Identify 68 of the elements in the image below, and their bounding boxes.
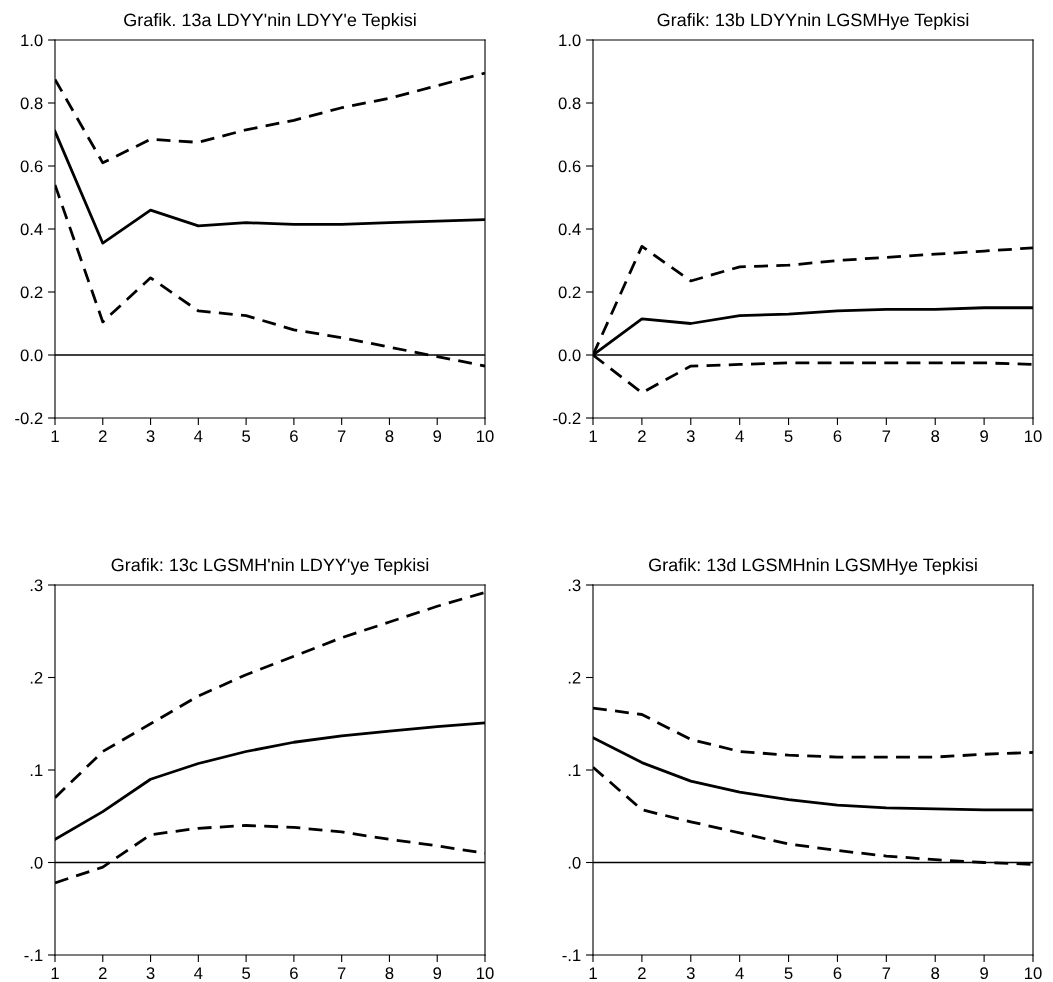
x-tick-label: 1 bbox=[589, 430, 597, 442]
y-tick-label: 0.2 bbox=[558, 286, 581, 299]
x-tick-label: 4 bbox=[735, 967, 744, 979]
x-tick-label: 7 bbox=[882, 967, 891, 979]
y-tick-label: .1 bbox=[568, 764, 581, 777]
y-tick-label: 0.4 bbox=[558, 223, 581, 236]
chart-title: Grafik: 13c LGSMH'nin LDYY'ye Tepkisi bbox=[111, 558, 429, 575]
y-tick-label: -0.2 bbox=[553, 412, 581, 425]
chart-title: Grafik. 13a LDYY'nin LDYY'e Tepkisi bbox=[124, 13, 416, 30]
x-tick-label: 8 bbox=[385, 967, 394, 980]
x-tick-label: 6 bbox=[290, 967, 298, 980]
y-tick-label: -0.2 bbox=[15, 412, 43, 425]
y-tick-label: 0.2 bbox=[20, 286, 43, 299]
y-tick-label: .2 bbox=[568, 671, 581, 684]
y-tick-label: .3 bbox=[568, 579, 581, 592]
y-tick-label: .1 bbox=[30, 764, 43, 777]
chart-title: Grafik: 13d LGSMHnin LGSMHye Tepkisi bbox=[649, 558, 977, 575]
y-tick-label: 0.8 bbox=[558, 97, 581, 110]
x-tick-label: 6 bbox=[290, 430, 298, 443]
x-tick-label: 2 bbox=[638, 967, 646, 979]
x-tick-label: 10 bbox=[1025, 430, 1042, 443]
x-tick-label: 2 bbox=[98, 967, 107, 979]
y-tick-label: 0.4 bbox=[20, 223, 43, 236]
y-tick-label: 0.0 bbox=[20, 349, 43, 362]
x-tick-label: 2 bbox=[638, 430, 646, 442]
y-tick-label: 0.6 bbox=[20, 160, 43, 173]
x-tick-label: 4 bbox=[735, 430, 744, 442]
x-tick-label: 9 bbox=[980, 430, 988, 443]
x-tick-label: 1 bbox=[51, 967, 59, 979]
y-tick-label: -.1 bbox=[24, 949, 43, 962]
x-tick-label: 7 bbox=[882, 430, 891, 442]
y-tick-label: .0 bbox=[30, 856, 43, 869]
x-tick-label: 10 bbox=[477, 967, 494, 980]
x-tick-label: 4 bbox=[194, 967, 203, 979]
x-tick-label: 3 bbox=[686, 430, 695, 443]
y-tick-label: 1.0 bbox=[21, 34, 43, 47]
x-tick-label: 9 bbox=[433, 430, 442, 443]
x-tick-label: 6 bbox=[833, 967, 842, 980]
y-tick-label: 0.6 bbox=[558, 160, 581, 173]
x-tick-label: 9 bbox=[433, 967, 442, 980]
x-tick-label: 10 bbox=[477, 430, 494, 443]
y-tick-label: 1.0 bbox=[559, 34, 581, 47]
x-tick-label: 5 bbox=[784, 430, 793, 443]
x-tick-label: 9 bbox=[980, 967, 988, 980]
chart-title: Grafik: 13b LDYYnin LGSMHye Tepkisi bbox=[657, 13, 969, 30]
x-tick-label: 2 bbox=[98, 430, 107, 442]
x-tick-label: 5 bbox=[242, 967, 251, 980]
x-tick-label: 8 bbox=[931, 430, 940, 443]
x-tick-label: 6 bbox=[833, 430, 842, 443]
x-tick-label: 7 bbox=[337, 430, 346, 442]
x-tick-label: 8 bbox=[931, 967, 940, 980]
y-tick-label: .0 bbox=[568, 856, 581, 869]
x-tick-label: 5 bbox=[784, 967, 793, 980]
x-tick-label: 1 bbox=[589, 967, 597, 979]
x-tick-label: 8 bbox=[385, 430, 394, 443]
x-tick-label: 5 bbox=[242, 430, 251, 443]
x-tick-label: 1 bbox=[51, 430, 59, 442]
y-tick-label: -.1 bbox=[562, 949, 581, 962]
x-tick-label: 7 bbox=[337, 967, 346, 979]
y-tick-label: .2 bbox=[30, 671, 43, 684]
y-tick-label: 0.8 bbox=[20, 97, 43, 110]
x-tick-label: 3 bbox=[146, 967, 155, 980]
y-tick-label: .3 bbox=[30, 579, 43, 592]
x-tick-label: 3 bbox=[686, 967, 695, 980]
x-tick-label: 4 bbox=[194, 430, 203, 442]
x-tick-label: 3 bbox=[146, 430, 155, 443]
y-tick-label: 0.0 bbox=[558, 349, 581, 362]
x-tick-label: 10 bbox=[1025, 967, 1042, 980]
